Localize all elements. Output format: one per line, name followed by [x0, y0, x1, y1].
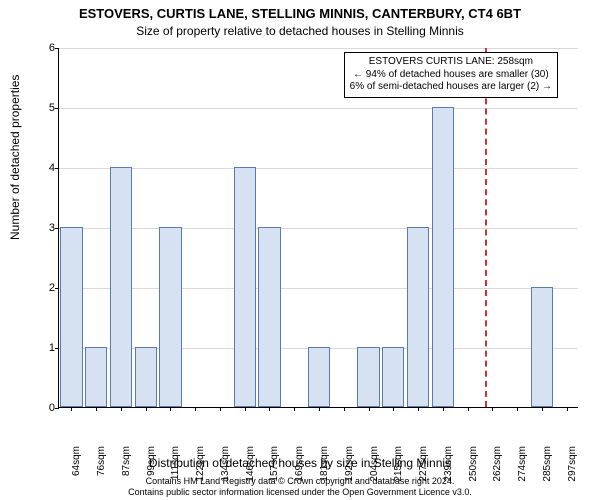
histogram-bar: [135, 347, 157, 407]
histogram-bar: [85, 347, 107, 407]
xtick-mark: [492, 407, 493, 411]
xtick-mark: [71, 407, 72, 411]
ytick-label: 5: [37, 102, 55, 114]
xtick-mark: [468, 407, 469, 411]
gridline: [59, 108, 578, 109]
ytick-mark: [55, 408, 59, 409]
histogram-bar: [407, 227, 429, 407]
ytick-mark: [55, 48, 59, 49]
ytick-mark: [55, 288, 59, 289]
ytick-label: 2: [37, 282, 55, 294]
ytick-label: 4: [37, 162, 55, 174]
histogram-bar: [308, 347, 330, 407]
chart-title-main: ESTOVERS, CURTIS LANE, STELLING MINNIS, …: [0, 6, 600, 21]
ytick-label: 6: [37, 42, 55, 54]
y-axis-label: Number of detached properties: [8, 75, 22, 240]
ytick-label: 0: [37, 402, 55, 414]
xtick-mark: [220, 407, 221, 411]
xtick-mark: [517, 407, 518, 411]
xtick-mark: [245, 407, 246, 411]
plot-area: ESTOVERS CURTIS LANE: 258sqm ← 94% of de…: [58, 48, 578, 408]
reference-line: [485, 48, 487, 407]
xtick-mark: [170, 407, 171, 411]
annotation-line: ← 94% of detached houses are smaller (30…: [350, 69, 552, 82]
xtick-mark: [195, 407, 196, 411]
x-axis-title: Distribution of detached houses by size …: [0, 456, 600, 470]
chart-footer: Contains HM Land Registry data © Crown c…: [0, 476, 600, 498]
chart-container: ESTOVERS, CURTIS LANE, STELLING MINNIS, …: [0, 0, 600, 500]
xtick-mark: [96, 407, 97, 411]
histogram-bar: [531, 287, 553, 407]
histogram-bar: [234, 167, 256, 407]
ytick-mark: [55, 228, 59, 229]
xtick-mark: [344, 407, 345, 411]
histogram-bar: [382, 347, 404, 407]
ytick-label: 1: [37, 342, 55, 354]
gridline: [59, 168, 578, 169]
histogram-bar: [432, 107, 454, 407]
xtick-mark: [269, 407, 270, 411]
histogram-bar: [60, 227, 82, 407]
ytick-mark: [55, 168, 59, 169]
annotation-box: ESTOVERS CURTIS LANE: 258sqm ← 94% of de…: [344, 52, 558, 98]
gridline: [59, 288, 578, 289]
ytick-mark: [55, 108, 59, 109]
xtick-mark: [319, 407, 320, 411]
footer-line: Contains public sector information licen…: [0, 487, 600, 498]
xtick-mark: [418, 407, 419, 411]
footer-line: Contains HM Land Registry data © Crown c…: [0, 476, 600, 487]
xtick-mark: [294, 407, 295, 411]
xtick-mark: [121, 407, 122, 411]
xtick-mark: [443, 407, 444, 411]
gridline: [59, 228, 578, 229]
xtick-mark: [567, 407, 568, 411]
histogram-bar: [110, 167, 132, 407]
xtick-mark: [146, 407, 147, 411]
histogram-bar: [159, 227, 181, 407]
xtick-mark: [542, 407, 543, 411]
histogram-bar: [258, 227, 280, 407]
ytick-mark: [55, 348, 59, 349]
xtick-mark: [369, 407, 370, 411]
xtick-mark: [393, 407, 394, 411]
annotation-line: 6% of semi-detached houses are larger (2…: [350, 81, 552, 94]
annotation-line: ESTOVERS CURTIS LANE: 258sqm: [350, 56, 552, 69]
ytick-label: 3: [37, 222, 55, 234]
chart-title-sub: Size of property relative to detached ho…: [0, 24, 600, 38]
gridline: [59, 48, 578, 49]
histogram-bar: [357, 347, 379, 407]
